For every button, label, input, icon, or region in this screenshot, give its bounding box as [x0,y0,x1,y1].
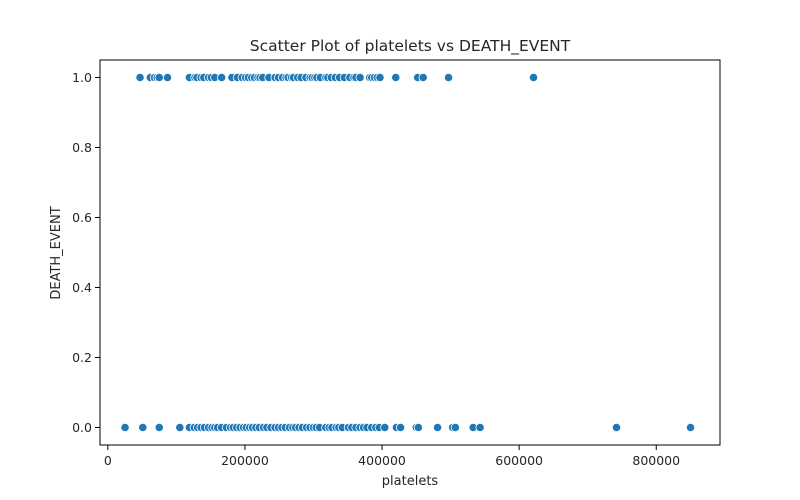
scatter-point [175,422,185,433]
scatter-point [138,422,148,433]
scatter-point [162,72,173,83]
scatter-point [685,422,696,433]
scatter-point [120,422,130,433]
x-axis-label: platelets [382,474,439,489]
scatter-point [611,422,622,433]
y-tick-label: 0.4 [72,280,92,295]
y-axis: 0.0 0.2 0.4 0.6 0.8 1.0 [72,70,100,435]
x-axis: 0 200000 400000 600000 800000 [104,445,680,468]
y-tick-label: 0.6 [72,210,92,225]
x-tick-label: 400000 [358,453,406,468]
x-tick-label: 0 [104,453,112,468]
scatter-point [528,72,539,83]
scatter-point [475,422,485,433]
scatter-point [432,422,443,433]
scatter-point [135,72,145,83]
scatter-point [380,422,390,433]
scatter-point [391,72,401,83]
y-tick-label: 0.0 [72,420,92,435]
scatter-point [355,72,365,83]
y-axis-label: DEATH_EVENT [49,206,64,299]
scatter-point [418,72,428,83]
x-tick-label: 600000 [495,453,543,468]
scatter-point [450,422,460,433]
scatter-point [375,72,385,83]
scatter-point [154,72,164,83]
points-layer [120,72,696,433]
scatter-point [154,422,164,433]
y-tick-label: 0.8 [72,140,92,155]
y-tick-label: 1.0 [72,70,92,85]
scatter-point [395,422,406,433]
scatter-point [443,72,454,83]
chart-title: Scatter Plot of platelets vs DEATH_EVENT [250,37,571,56]
scatter-point [217,72,227,83]
x-tick-label: 200000 [221,453,269,468]
scatter-point [413,422,423,433]
plot-frame [99,59,721,446]
x-tick-label: 800000 [632,453,680,468]
y-tick-label: 0.2 [72,350,92,365]
